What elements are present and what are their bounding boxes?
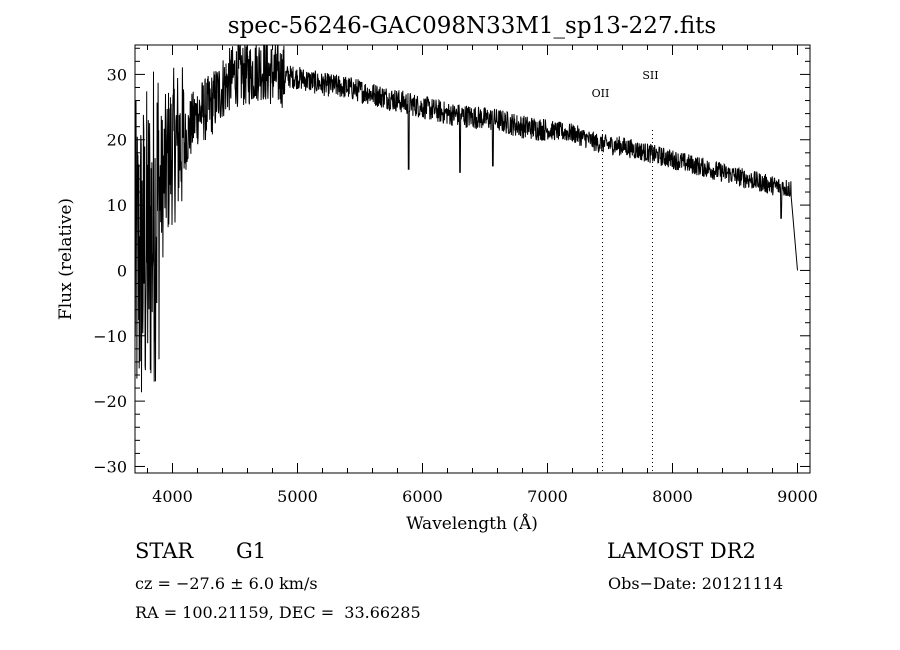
y-tick-label: −10	[93, 327, 127, 346]
x-tick-label: 8000	[652, 487, 693, 506]
plot-frame	[134, 44, 811, 474]
y-tick-label: 20	[107, 131, 127, 150]
survey-name: LAMOST DR2	[607, 539, 756, 563]
x-tick-label: 5000	[277, 487, 318, 506]
coordinates: RA = 100.21159, DEC = 33.66285	[135, 603, 421, 622]
x-tick-label: 7000	[527, 487, 568, 506]
y-tick-label: −30	[93, 457, 127, 476]
redshift-velocity: cz = −27.6 ± 6.0 km/s	[135, 574, 318, 593]
emission-line-markers: OII SII	[592, 69, 659, 473]
y-axis-label: Flux (relative)	[56, 198, 76, 320]
line-marker-label: SII	[642, 69, 658, 82]
object-subclass: G1	[236, 539, 267, 563]
y-axis-ticks: −30 −20 −10 0 10 20 30	[93, 47, 810, 476]
x-tick-label: 4000	[152, 487, 193, 506]
y-tick-label: 0	[117, 261, 127, 280]
y-tick-label: 10	[107, 196, 127, 215]
x-axis-ticks: 4000 5000 6000 7000 8000 9000	[147, 45, 818, 506]
y-tick-label: 30	[107, 65, 127, 84]
line-marker-label: OII	[592, 87, 610, 100]
y-tick-label: −20	[93, 392, 127, 411]
x-tick-label: 6000	[402, 487, 443, 506]
x-tick-label: 9000	[777, 487, 818, 506]
plot-title: spec-56246-GAC098N33M1_sp13-227.fits	[228, 13, 716, 39]
object-class: STAR	[135, 539, 194, 563]
observation-date: Obs−Date: 20121114	[608, 574, 784, 593]
x-axis-label: Wavelength (Å)	[406, 513, 538, 534]
spectrum-line	[134, 44, 798, 393]
